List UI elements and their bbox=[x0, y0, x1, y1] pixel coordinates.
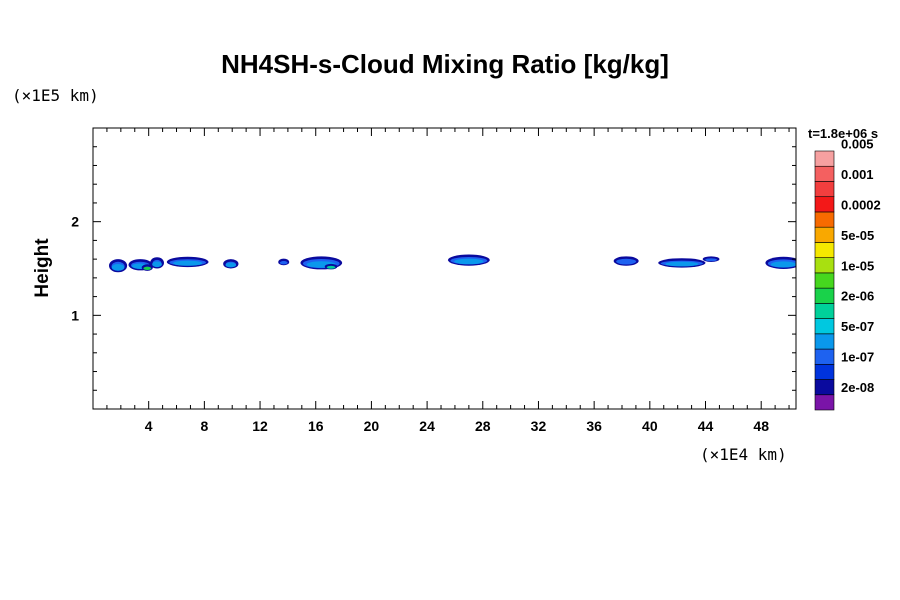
cloud-patch bbox=[447, 254, 490, 266]
y-scale-label: (×1E5 km) bbox=[12, 86, 99, 105]
cloud-core bbox=[143, 266, 152, 271]
colorbar-swatch bbox=[814, 318, 835, 335]
cloud-patch bbox=[278, 258, 290, 266]
colorbar-label: 2e-06 bbox=[841, 289, 874, 304]
x-tick-label: 28 bbox=[475, 418, 491, 434]
cloud-patch bbox=[141, 264, 153, 271]
cloud-patch bbox=[658, 258, 706, 268]
colorbar-swatch bbox=[814, 226, 835, 243]
cloud-core bbox=[152, 261, 162, 268]
colorbar-label: 0.0002 bbox=[841, 197, 881, 212]
cloud-core bbox=[173, 260, 203, 266]
cloud-patch bbox=[109, 259, 128, 273]
cloud-patch bbox=[702, 256, 720, 262]
x-tick-label: 32 bbox=[531, 418, 547, 434]
cloud-core bbox=[225, 262, 237, 268]
x-tick-label: 8 bbox=[200, 418, 208, 434]
x-tick-label: 16 bbox=[308, 418, 324, 434]
x-tick-label: 12 bbox=[252, 418, 268, 434]
colorbar-swatch bbox=[814, 165, 835, 182]
colorbar-swatch bbox=[814, 287, 835, 304]
colorbar-swatch bbox=[814, 181, 835, 198]
colorbar-label: 5e-05 bbox=[841, 228, 874, 243]
y-tick-label: 1 bbox=[71, 307, 79, 323]
cloud-patch bbox=[150, 257, 164, 269]
cloud-patch bbox=[166, 256, 209, 268]
x-tick-label: 4 bbox=[145, 418, 153, 434]
colorbar-label: 0.005 bbox=[841, 136, 874, 151]
chart-title: NH4SH-s-Cloud Mixing Ratio [kg/kg] bbox=[221, 49, 669, 79]
colorbar-label: 2e-08 bbox=[841, 380, 874, 395]
plot-frame bbox=[92, 127, 797, 410]
colorbar-swatch bbox=[814, 211, 835, 228]
colorbar-label: 1e-07 bbox=[841, 350, 874, 365]
cloud-core bbox=[665, 261, 699, 267]
colorbar-swatch bbox=[814, 379, 835, 396]
colorbar-swatch bbox=[814, 348, 835, 365]
cloud-core bbox=[617, 259, 635, 265]
colorbar-label: 0.001 bbox=[841, 167, 874, 182]
colorbar-swatch bbox=[814, 150, 835, 167]
x-tick-label: 24 bbox=[419, 418, 435, 434]
cloud-core bbox=[705, 258, 717, 262]
cloud-core bbox=[326, 265, 336, 269]
cloud-patch bbox=[765, 256, 796, 269]
cloud-core bbox=[770, 261, 796, 268]
colorbar-swatch bbox=[814, 272, 835, 289]
cloud-patch bbox=[613, 256, 639, 266]
cloud-core bbox=[279, 261, 288, 265]
y-tick-label: 2 bbox=[71, 214, 79, 230]
colorbar-swatch bbox=[814, 303, 835, 319]
cloud-core bbox=[454, 258, 484, 265]
colorbar-label: 5e-07 bbox=[841, 319, 874, 334]
colorbar-swatch bbox=[814, 242, 835, 258]
colorbar-swatch bbox=[814, 394, 835, 411]
y-axis-label: Height bbox=[32, 238, 53, 298]
cloud-patch bbox=[324, 263, 338, 270]
colorbar-swatch bbox=[814, 196, 835, 213]
cloud-patch bbox=[223, 259, 239, 269]
colorbar-swatch bbox=[814, 363, 835, 380]
x-scale-label: (×1E4 km) bbox=[700, 445, 787, 464]
x-tick-label: 20 bbox=[364, 418, 380, 434]
colorbar-time-label: t=1.8e+06 s bbox=[808, 126, 878, 141]
x-tick-label: 40 bbox=[642, 418, 658, 434]
colorbar: 2e-08 1e-07 5e-07 2e-06 1e-05 5e-05 0.0002 0.00… bbox=[814, 136, 881, 411]
x-tick-label: 44 bbox=[698, 418, 714, 434]
cloud-core bbox=[111, 264, 125, 271]
colorbar-swatch bbox=[814, 333, 835, 350]
colorbar-label: 1e-05 bbox=[841, 258, 874, 273]
colorbar-swatch bbox=[814, 257, 835, 274]
x-tick-label: 36 bbox=[586, 418, 602, 434]
cloud-field bbox=[109, 254, 796, 273]
x-tick-label: 48 bbox=[753, 418, 769, 434]
